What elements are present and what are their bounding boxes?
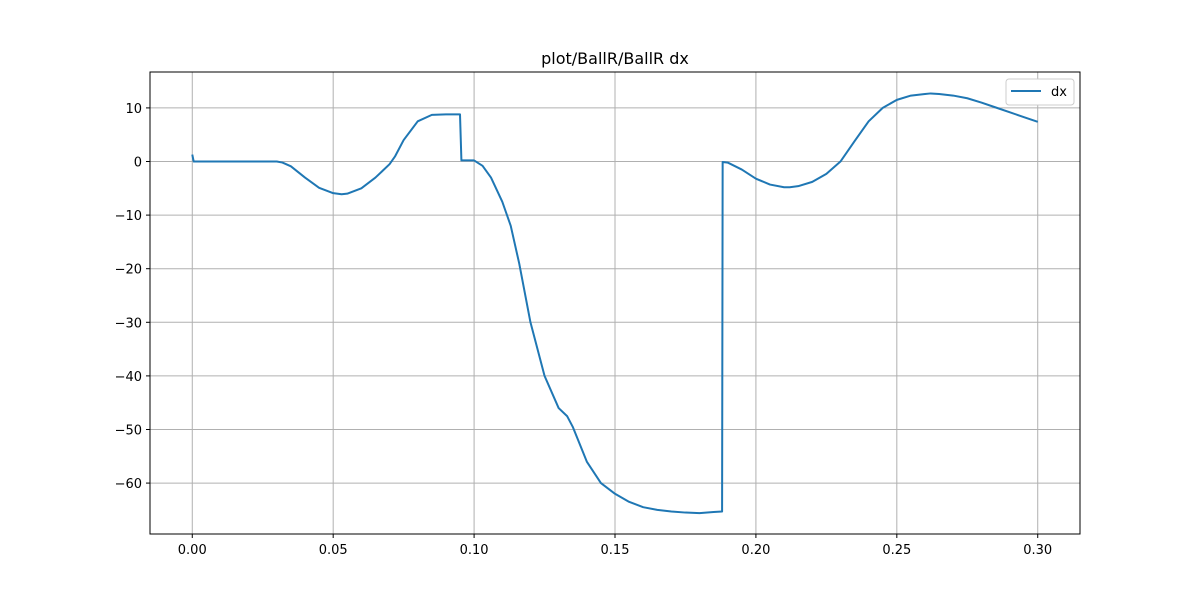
x-tick-label: 0.10 — [460, 543, 489, 558]
y-tick-label: −20 — [115, 263, 142, 278]
y-tick-label: −10 — [115, 209, 142, 224]
legend: dx — [1005, 78, 1075, 106]
x-tick-label: 0.15 — [601, 543, 630, 558]
legend-label-dx: dx — [1051, 85, 1067, 100]
x-tick-label: 0.30 — [1023, 543, 1052, 558]
x-tick-label: 0.20 — [741, 543, 770, 558]
grid — [150, 72, 1080, 534]
x-tick-label: 0.25 — [882, 543, 911, 558]
y-tick-label: −30 — [115, 316, 142, 331]
y-tick-label: −60 — [115, 477, 142, 492]
axes: 0.00 0.05 0.10 0.15 0.20 0.25 0.30 10 0 −10 −20 −30… — [115, 102, 1053, 558]
x-tick-label: 0.00 — [178, 543, 207, 558]
x-tick-label: 0.05 — [319, 543, 348, 558]
y-tick-label: 0 — [134, 156, 142, 171]
chart-title: plot/BallR/BallR dx — [541, 49, 689, 68]
series-layer — [191, 92, 1039, 515]
y-tick-label: −40 — [115, 370, 142, 385]
y-tick-label: −50 — [115, 423, 142, 438]
series-line-dx — [191, 92, 1039, 515]
y-tick-label: 10 — [125, 102, 142, 117]
